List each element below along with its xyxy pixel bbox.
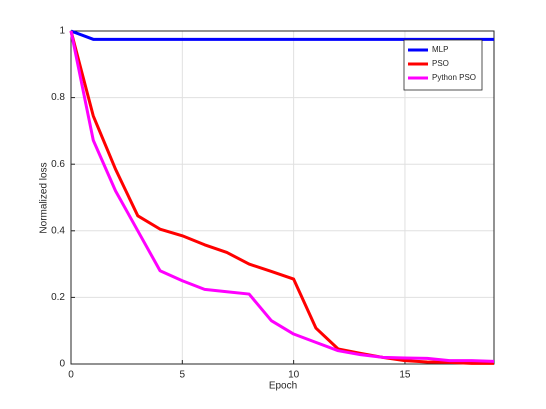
series-line	[69, 30, 494, 365]
y-axis-label: Normalized loss	[39, 162, 50, 233]
x-tick-label: 15	[399, 370, 411, 381]
axes-box	[70, 30, 495, 365]
legend: MLP PSO Python PSO	[403, 39, 483, 91]
x-tick-label: 10	[288, 370, 300, 381]
y-tick-label: 0.8	[51, 92, 65, 103]
legend-label: Python PSO	[432, 73, 476, 82]
y-tick-label: 0.4	[51, 225, 65, 236]
x-tick-label: 5	[180, 370, 186, 381]
legend-label: MLP	[432, 45, 448, 54]
x-tick-label: 0	[68, 370, 74, 381]
x-axis-label: Epoch	[269, 381, 297, 392]
y-tick-label: 0	[59, 359, 65, 370]
y-tick-label: 0.2	[51, 292, 65, 303]
series-line	[70, 29, 494, 41]
legend-label: PSO	[432, 59, 449, 68]
legend-box	[403, 39, 483, 91]
y-tick-label: 0.6	[51, 159, 65, 170]
y-tick-label: 1	[59, 26, 65, 37]
series-line	[69, 30, 495, 363]
